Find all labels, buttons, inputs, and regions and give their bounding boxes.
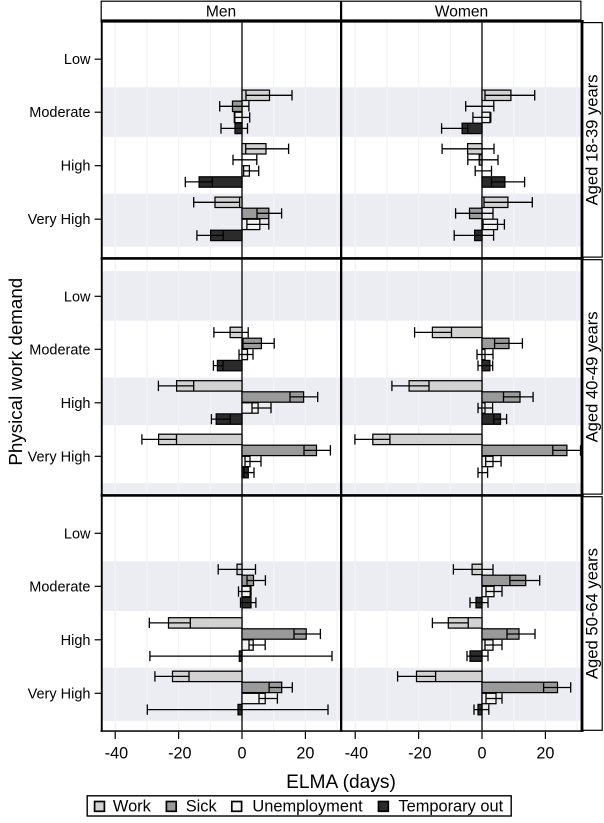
svg-text:Aged 18-39 years: Aged 18-39 years	[582, 74, 601, 205]
svg-text:20: 20	[296, 745, 314, 763]
svg-text:Low: Low	[64, 526, 91, 542]
svg-text:-40: -40	[105, 745, 128, 763]
svg-text:Moderate: Moderate	[29, 579, 90, 595]
svg-text:Low: Low	[64, 289, 91, 305]
svg-text:Aged 40-49 years: Aged 40-49 years	[582, 311, 601, 442]
svg-text:Low: Low	[64, 52, 91, 68]
svg-text:Aged 50-64 years: Aged 50-64 years	[582, 548, 601, 679]
svg-text:High: High	[61, 159, 91, 175]
svg-text:20: 20	[536, 745, 554, 763]
svg-text:0: 0	[237, 745, 246, 763]
svg-text:Very High: Very High	[28, 686, 91, 702]
svg-text:-40: -40	[345, 745, 368, 763]
svg-text:Physical work demand: Physical work demand	[5, 278, 26, 466]
svg-text:Very High: Very High	[28, 212, 91, 228]
svg-text:Women: Women	[435, 4, 488, 21]
svg-text:Men: Men	[206, 4, 236, 21]
svg-text:-20: -20	[168, 745, 191, 763]
svg-text:Moderate: Moderate	[29, 105, 90, 121]
svg-text:0: 0	[477, 745, 486, 763]
svg-text:-20: -20	[408, 745, 431, 763]
svg-text:Sick: Sick	[186, 797, 218, 815]
svg-text:Unemployment: Unemployment	[252, 797, 363, 815]
svg-text:Very High: Very High	[28, 449, 91, 465]
svg-text:High: High	[61, 633, 91, 649]
svg-text:Work: Work	[113, 797, 152, 815]
svg-text:Temporary out: Temporary out	[398, 797, 503, 815]
svg-text:High: High	[61, 396, 91, 412]
svg-text:Moderate: Moderate	[29, 342, 90, 358]
svg-text:ELMA (days): ELMA (days)	[286, 772, 396, 793]
